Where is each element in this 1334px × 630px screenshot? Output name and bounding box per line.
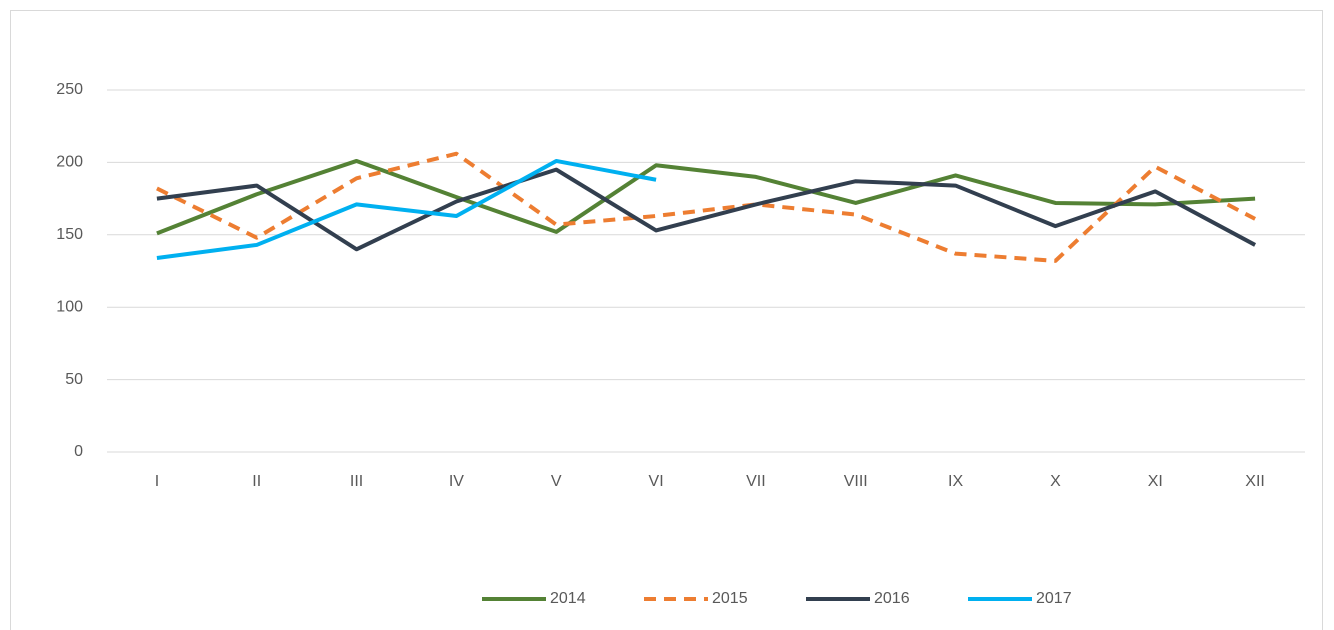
x-tick-label: X — [1050, 473, 1061, 490]
series-line — [156, 151, 1257, 263]
x-tick-label: VII — [746, 473, 766, 490]
y-tick-label: 50 — [65, 371, 83, 388]
x-tick-label: IX — [948, 473, 963, 490]
x-tick-label: VI — [649, 473, 664, 490]
legend-label: 2014 — [550, 590, 586, 607]
y-tick-label: 200 — [56, 154, 83, 171]
x-tick-label: V — [551, 473, 562, 490]
series-line — [156, 158, 1256, 236]
legend-label: 2017 — [1036, 590, 1072, 607]
x-tick-label: II — [252, 473, 261, 490]
x-tick-label: VIII — [844, 473, 868, 490]
chart-frame — [10, 10, 1323, 630]
x-tick-label: XII — [1245, 473, 1265, 490]
y-tick-label: 250 — [56, 81, 83, 98]
series-line — [156, 167, 1257, 252]
y-tick-label: 0 — [74, 443, 83, 460]
y-tick-label: 150 — [56, 226, 83, 243]
x-tick-label: IV — [449, 473, 464, 490]
legend-label: 2015 — [712, 590, 748, 607]
series-line — [156, 158, 657, 260]
x-tick-label: I — [155, 473, 159, 490]
x-tick-label: III — [350, 473, 363, 490]
x-tick-label: XI — [1148, 473, 1163, 490]
legend-label: 2016 — [874, 590, 910, 607]
y-tick-label: 100 — [56, 298, 83, 315]
